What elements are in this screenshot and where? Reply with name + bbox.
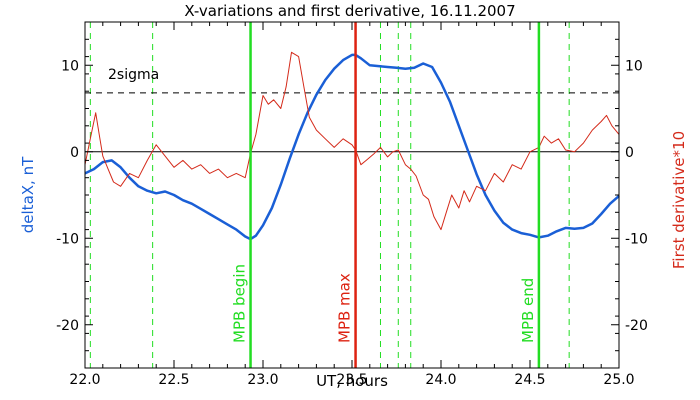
series-deltaX	[84, 53, 620, 241]
x-tick-label-4: 24.0	[425, 372, 456, 388]
chart-title: X-variations and first derivative, 16.11…	[184, 2, 515, 20]
threshold-label: 2sigma	[108, 67, 159, 83]
x-tick-label-3: 23.5	[336, 372, 367, 388]
x-tick-label-6: 25.0	[603, 372, 634, 388]
x-axis-title: UT, hours	[316, 372, 388, 390]
y-tick-label-left-2: -10	[56, 231, 79, 247]
x-tick-label-0: 22.0	[69, 372, 100, 388]
y-tick-label-right-2: -10	[625, 231, 648, 247]
marker-label-2: MPB end	[519, 278, 537, 343]
x-tick-label-2: 23.0	[247, 372, 278, 388]
y-axis-title-right: First derivative*10	[670, 131, 688, 269]
y-tick-label-right-3: -20	[625, 318, 648, 334]
axis-ticks: 22.0 22.5 23.0 23.5 24.0 24.5 25.0 10 10 0 0 -10 -10…	[56, 21, 648, 388]
y-tick-label-left-3: -20	[56, 318, 79, 334]
y-tick-label-left-0: 10	[61, 58, 79, 74]
y-axis-title-left: deltaX, nT	[19, 156, 37, 233]
y-tick-label-right-1: 0	[625, 145, 634, 161]
y-tick-label-left-1: 0	[70, 145, 79, 161]
x-tick-label-5: 24.5	[514, 372, 545, 388]
x-tick-label-1: 22.5	[158, 372, 189, 388]
y-tick-label-right-0: 10	[625, 58, 643, 74]
marker-label-1: MPB max	[336, 273, 354, 343]
marker-label-0: MPB begin	[231, 264, 249, 343]
vertical-markers: MPB begin MPB max MPB end	[231, 22, 541, 368]
